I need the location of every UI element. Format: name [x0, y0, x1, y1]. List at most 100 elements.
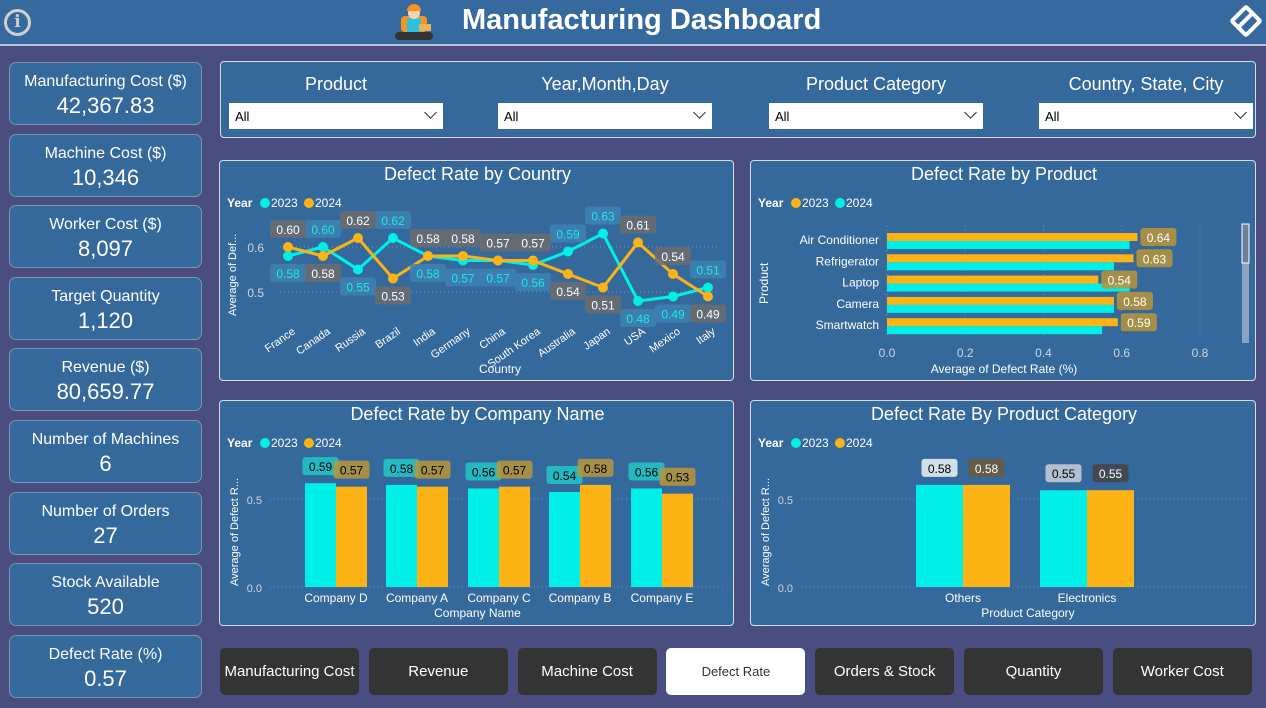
data-point: [668, 269, 678, 279]
x-tick-label: Company B: [549, 591, 612, 605]
x-tick-label: Company D: [304, 591, 368, 605]
location-dropdown[interactable]: All: [1039, 103, 1253, 129]
legend-title: Year: [227, 436, 253, 450]
x-tick-label: 0.8: [1192, 346, 1209, 360]
data-point: [528, 255, 538, 266]
dropdown-value: All: [775, 109, 790, 124]
chevron-down-icon: [424, 106, 437, 119]
data-label-bg: [515, 233, 551, 252]
kpi-label: Stock Available: [51, 574, 160, 592]
x-tick-label: Japan: [581, 326, 612, 353]
info-icon[interactable]: i: [4, 9, 31, 36]
x-tick-label: Mexico: [647, 326, 682, 356]
data-label: 0.56: [521, 276, 545, 290]
data-point: [633, 237, 643, 248]
nav-button[interactable]: Quantity: [964, 648, 1103, 695]
nav-button[interactable]: Revenue: [368, 648, 508, 695]
scrollbar-track: [1242, 224, 1249, 343]
x-tick-label: Germany: [429, 325, 473, 361]
data-label-bg: [1136, 249, 1173, 268]
legend-label: 2024: [315, 196, 342, 210]
x-tick-label: Canada: [294, 325, 333, 357]
nav-button[interactable]: Machine Cost: [517, 648, 657, 695]
kpi-label: Defect Rate (%): [48, 645, 163, 663]
data-label: 0.63: [1143, 252, 1167, 266]
scrollbar-thumb[interactable]: [1241, 223, 1250, 264]
bar-2023: [549, 491, 580, 587]
chart-title: Defect Rate by Product: [911, 164, 1097, 184]
x-axis-title: Average of Defect Rate (%): [931, 362, 1078, 376]
data-label: 0.49: [696, 308, 720, 322]
chart-title: Defect Rate by Country: [384, 164, 571, 184]
data-label: 0.55: [346, 281, 370, 295]
data-label-bg: [496, 460, 533, 479]
date-dropdown[interactable]: All: [498, 103, 712, 129]
x-tick-label: Electronics: [1058, 591, 1117, 605]
dropdown-value: All: [1045, 109, 1060, 124]
nav-button[interactable]: Manufacturing Cost: [220, 648, 359, 695]
x-tick-label: Australia: [536, 325, 579, 360]
kpi-card: Number of Orders 27: [9, 491, 202, 555]
data-label: 0.53: [666, 471, 690, 485]
data-label-bg: [1120, 313, 1157, 332]
bar-2023: [1040, 490, 1087, 587]
chevron-down-icon: [1234, 106, 1247, 119]
category-dropdown[interactable]: All: [769, 103, 983, 129]
legend-label: 2023: [271, 436, 298, 450]
data-point: [283, 242, 293, 252]
data-label: 0.58: [416, 267, 440, 281]
filter-product: Product All: [229, 74, 443, 129]
x-tick-label: India: [411, 325, 438, 349]
bar-2024: [963, 484, 1010, 587]
x-tick-label: Company C: [467, 591, 531, 605]
data-point: [318, 242, 328, 252]
data-label-bg: [333, 460, 370, 479]
x-tick-label: USA: [622, 325, 648, 348]
legend-title: Year: [227, 196, 253, 210]
product-dropdown[interactable]: All: [229, 103, 443, 129]
bar-2023: [305, 483, 336, 587]
y-tick-label: 0.0: [778, 583, 793, 595]
data-label-bg: [690, 304, 726, 323]
filter-label: Country, State, City: [1068, 74, 1224, 94]
data-label: 0.58: [451, 232, 475, 246]
data-label-bg: [410, 229, 446, 247]
legend-title: Year: [758, 196, 784, 210]
data-label-bg: [270, 220, 306, 238]
y-tick-label: Smartwatch: [816, 318, 879, 332]
legend-label: 2024: [846, 436, 873, 450]
bar-2023: [386, 484, 417, 587]
data-label-bg: [690, 260, 726, 279]
data-label: 0.59: [556, 228, 580, 242]
bar-2023: [887, 296, 1114, 305]
kpi-label: Revenue ($): [61, 359, 150, 377]
data-label-bg: [1101, 270, 1138, 289]
kpi-card: Defect Rate (%) 0.57: [9, 634, 202, 698]
kpi-value: 6: [99, 451, 112, 476]
nav-button[interactable]: Orders & Stock: [815, 648, 955, 695]
data-label: 0.62: [381, 214, 405, 228]
filter-category: Product Category All: [769, 74, 983, 129]
kpi-card: Machine Cost ($) 10,346: [9, 133, 202, 197]
data-point: [458, 251, 468, 261]
diamond-navigation-icon[interactable]: [1229, 4, 1263, 38]
kpi-card: Manufacturing Cost ($) 42,367.83: [9, 62, 202, 125]
bar-2024: [1087, 490, 1134, 587]
kpi-label: Number of Orders: [41, 502, 170, 520]
x-tick-label: Italy: [694, 325, 718, 347]
nav-button[interactable]: Worker Cost: [1112, 648, 1252, 695]
kpi-value: 27: [93, 522, 118, 548]
legend-label: 2023: [802, 196, 829, 210]
legend-marker: [791, 438, 801, 448]
data-label: 0.54: [556, 285, 580, 299]
data-point: [353, 233, 363, 243]
kpi-card: Number of Machines 6: [9, 420, 202, 483]
data-label-bg: [585, 295, 621, 314]
bar-2024: [887, 283, 1130, 292]
data-label: 0.59: [309, 460, 333, 474]
data-label-bg: [340, 277, 376, 296]
data-label-bg: [968, 458, 1005, 477]
legend-label: 2023: [802, 436, 829, 450]
filter-panel: Product All Year,Month,Day All Product Cat…: [220, 61, 1256, 138]
nav-button[interactable]: Defect Rate: [666, 648, 806, 695]
